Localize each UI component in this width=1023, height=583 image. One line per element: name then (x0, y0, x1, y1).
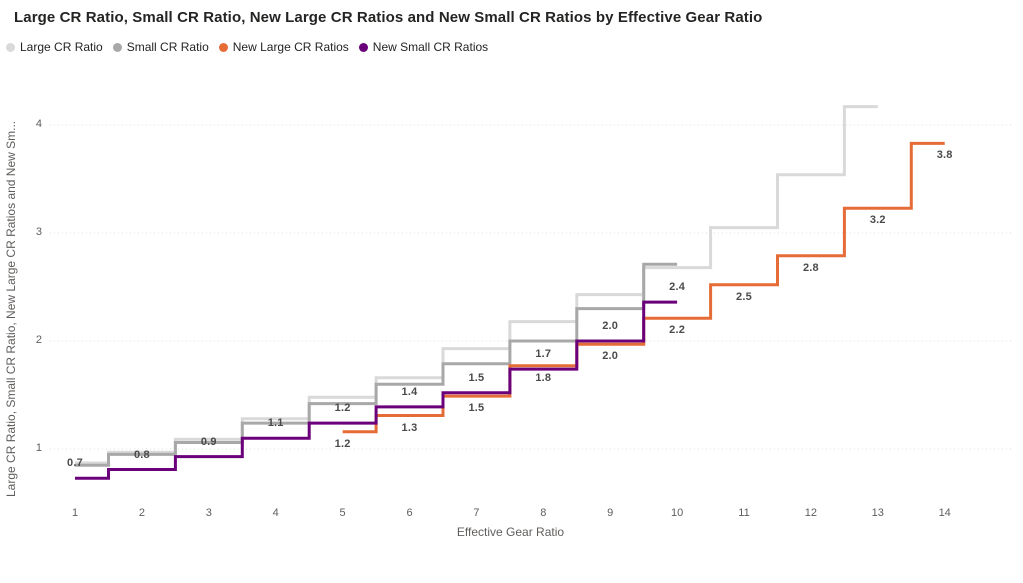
series-line-large-cr-ratio[interactable] (75, 105, 878, 465)
legend-item-label: Large CR Ratio (20, 40, 103, 54)
series-line-new-small-cr-ratios[interactable] (75, 300, 678, 480)
x-axis-title: Effective Gear Ratio (456, 525, 565, 539)
legend-item-small-cr-ratio[interactable]: Small CR Ratio (112, 40, 209, 54)
legend-item-large-cr-ratio[interactable]: Large CR Ratio (6, 40, 103, 54)
legend-marker-icon (358, 42, 368, 52)
legend-item-label: Small CR Ratio (126, 40, 209, 54)
chart-title: Large CR Ratio, Small CR Ratio, New Larg… (14, 9, 763, 26)
legend-item-label: New Large CR Ratios (232, 40, 349, 54)
legend-marker-icon (218, 42, 228, 52)
legend-item-new-large-cr-ratios[interactable]: New Large CR Ratios (218, 40, 349, 54)
series-line-small-cr-ratio[interactable] (75, 262, 678, 467)
legend-item-new-small-cr-ratios[interactable]: New Small CR Ratios (358, 40, 489, 54)
legend-marker-icon (6, 42, 15, 52)
legend-marker-icon (112, 42, 122, 52)
legend-item-label: New Small CR Ratios (372, 40, 489, 54)
legend: Large CR Ratio Small CR Ratio New Large CR… (6, 40, 488, 54)
